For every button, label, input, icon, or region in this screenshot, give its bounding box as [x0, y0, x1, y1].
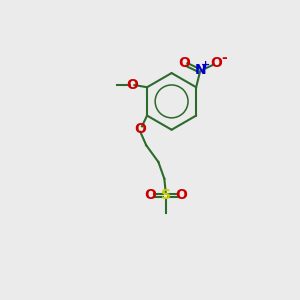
Text: S: S — [161, 188, 171, 203]
Text: O: O — [176, 188, 188, 203]
Text: -: - — [221, 50, 226, 64]
Text: O: O — [134, 122, 146, 136]
Text: +: + — [200, 60, 210, 70]
Text: O: O — [144, 188, 156, 203]
Text: O: O — [210, 56, 222, 70]
Text: O: O — [178, 56, 190, 70]
Text: N: N — [194, 63, 206, 77]
Text: O: O — [126, 78, 138, 92]
